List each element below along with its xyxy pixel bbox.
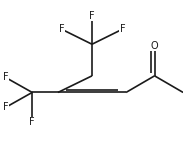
Text: O: O (151, 41, 158, 51)
Text: CH₃: CH₃ (183, 87, 184, 97)
Text: F: F (120, 24, 125, 34)
Text: F: F (89, 11, 95, 21)
Text: F: F (29, 117, 35, 128)
Text: F: F (59, 24, 64, 34)
Text: F: F (3, 72, 8, 82)
Text: F: F (3, 102, 8, 112)
